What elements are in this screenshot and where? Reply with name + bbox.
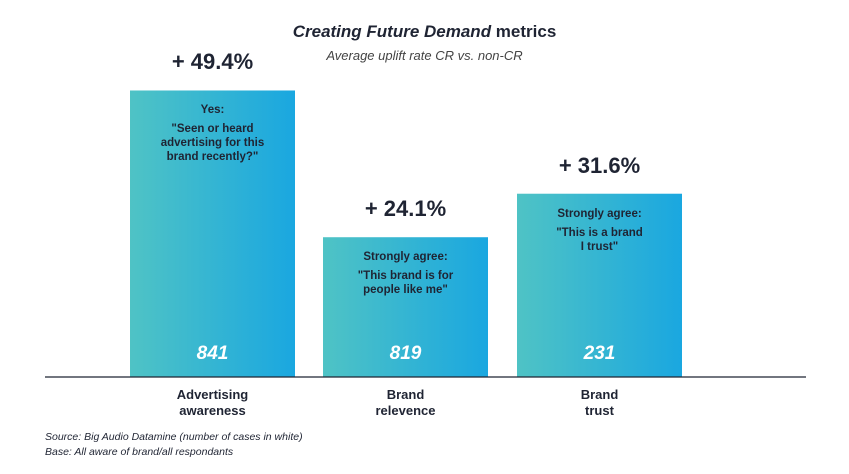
bar-note-line: advertising for this — [160, 137, 265, 150]
bar-note-line: "This brand is for — [357, 270, 454, 283]
bar-note-head: Yes: — [200, 104, 225, 117]
case-count-1: 841 — [196, 343, 229, 364]
chart-subtitle: Average uplift rate CR vs. non-CR — [326, 48, 523, 63]
bar-note-3: Strongly agree: "This is a brand I trust" — [522, 207, 677, 254]
bar-note-head: Strongly agree: — [557, 207, 642, 220]
category-label-line: trust — [585, 403, 614, 418]
chart-title: Creating Future Demand metrics — [0, 22, 849, 42]
base-note: Base: All aware of brand/all respondants — [45, 446, 234, 458]
source-note: Source: Big Audio Datamine (number of ca… — [45, 431, 303, 443]
bar-note-line: people like me" — [363, 284, 448, 297]
bar-note-line: "This is a brand — [556, 226, 643, 239]
uplift-label-3: + 31.6% — [558, 152, 641, 178]
category-label-1: Advertising awareness — [123, 387, 303, 419]
category-label-3: Brand trust — [510, 387, 690, 419]
bars-layer — [130, 90, 682, 377]
category-label-2: Brand relevence — [316, 387, 496, 419]
bar-2 — [323, 237, 488, 377]
case-count-3: 231 — [583, 343, 616, 364]
category-label-line: relevence — [375, 403, 436, 418]
case-count-2: 819 — [389, 343, 422, 364]
bar-1 — [130, 90, 295, 377]
category-label-line: Advertising — [176, 387, 249, 402]
uplift-label-2: + 24.1% — [364, 196, 447, 222]
category-label-line: Brand — [386, 387, 425, 402]
uplift-label-1: + 49.4% — [171, 49, 254, 75]
bar-note-head: Strongly agree: — [363, 251, 448, 264]
bar-note-line: "Seen or heard — [171, 123, 254, 136]
bar-3 — [517, 193, 682, 377]
bar-note-line: I trust" — [580, 240, 619, 253]
chart-title-italic: Creating Future Demand — [292, 22, 492, 41]
bar-note-1: Yes: "Seen or heard advertising for this br… — [135, 103, 290, 164]
chart-title-plain: metrics — [491, 22, 557, 41]
category-label-line: awareness — [179, 403, 246, 418]
bar-note-2: Strongly agree: "This brand is for people … — [328, 250, 483, 297]
bar-note-line: brand recently?" — [166, 151, 259, 164]
category-label-line: Brand — [580, 387, 619, 402]
